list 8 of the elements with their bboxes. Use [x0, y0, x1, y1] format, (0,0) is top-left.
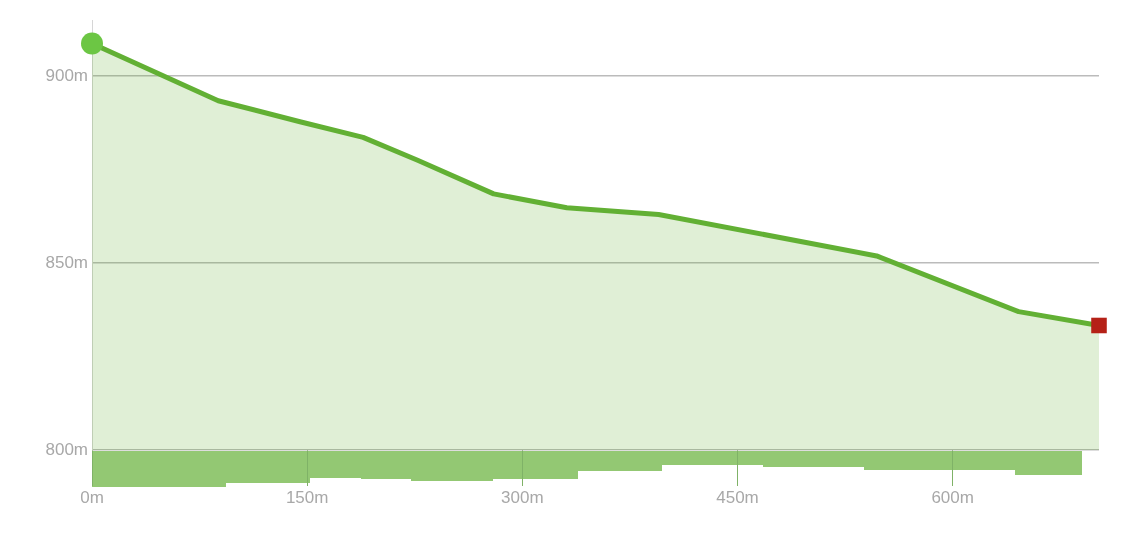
- y-tick-label: 850m: [45, 252, 88, 272]
- x-tick-label: 300m: [501, 487, 544, 507]
- y-tick-label: 900m: [45, 65, 88, 85]
- x-tick-label: 600m: [931, 487, 974, 507]
- x-tick-label: 0m: [80, 487, 104, 507]
- x-tick-label: 150m: [285, 487, 329, 507]
- x-tick-label: 450m: [716, 487, 759, 507]
- y-tick-label: 800m: [45, 439, 88, 459]
